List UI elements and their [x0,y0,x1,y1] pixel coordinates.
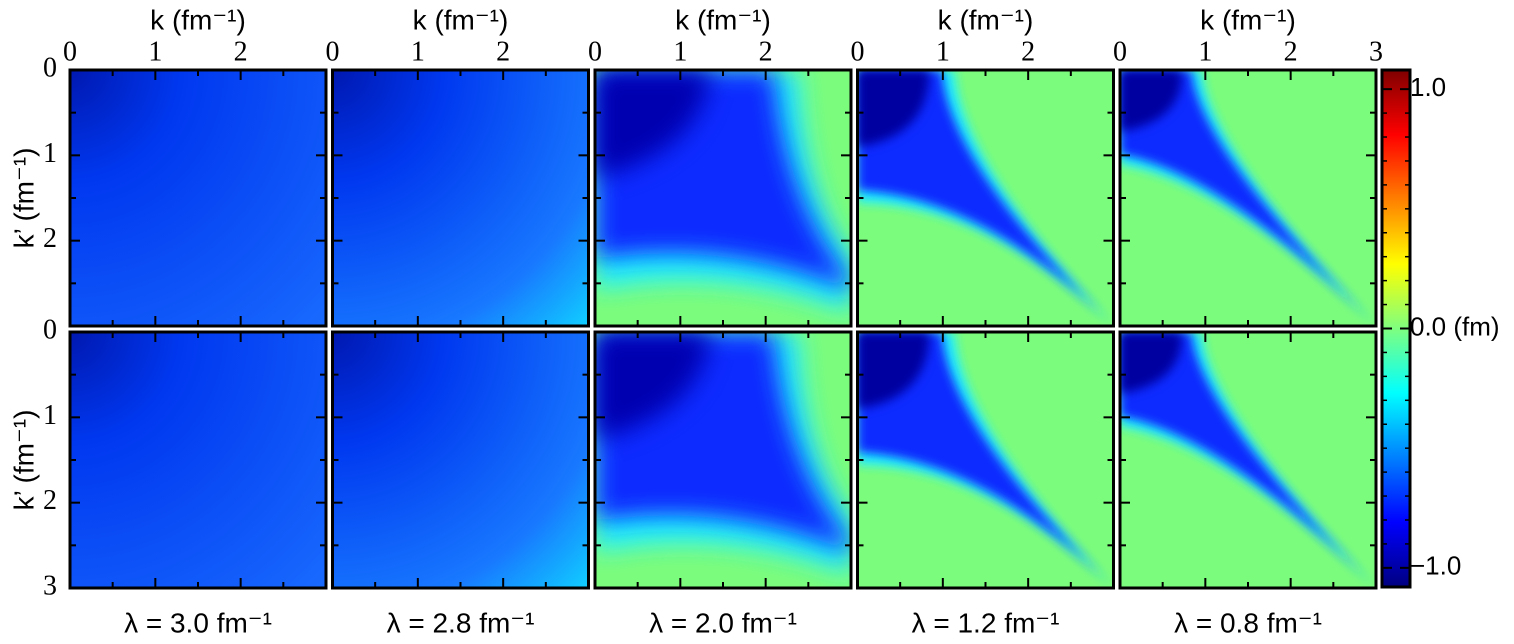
x-tick-label: 1 [411,36,425,67]
axes [1118,330,1378,590]
y-tick-label: 1 [43,138,57,169]
heatmap-region [1120,332,1376,588]
x-tick-label: 0 [63,36,77,67]
y-tick-label: 0 [43,314,57,345]
x-axis-label: k (fm⁻¹) [938,4,1034,35]
x-axis-label: k (fm⁻¹) [150,4,246,35]
x-tick-label: 2 [496,36,510,67]
heatmap-panel [70,70,326,326]
y-axis-label: k’ (fm⁻¹) [8,410,39,511]
heatmap-region [857,70,930,147]
axes [593,68,853,328]
x-tick-label: 3 [1369,36,1383,67]
x-axis-label: k (fm⁻¹) [413,4,509,35]
y-tick-label: 2 [43,485,57,516]
x-tick-label: 2 [759,36,773,67]
heatmap-panel [595,332,851,588]
x-tick-label: 1 [673,36,687,67]
x-tick-label: 0 [588,36,602,67]
axes [856,68,1115,328]
heatmap-region [1120,70,1376,326]
axes [68,330,328,590]
x-tick-label: 1 [148,36,162,67]
heatmap-field [70,332,326,588]
heatmap-panel [857,332,1114,588]
colorbar-tick-label: −1.0 [1410,551,1461,581]
axes [593,330,853,590]
y-tick-label: 3 [43,570,57,601]
x-tick-label: 2 [234,36,248,67]
heatmap-panel [857,70,1114,326]
panel-label: λ = 2.8 fm⁻¹ [387,607,535,638]
heatmap-panel [332,70,589,326]
panel-label: λ = 1.2 fm⁻¹ [912,607,1060,638]
heatmap-region [595,332,711,440]
x-tick-label: 0 [326,36,340,67]
heatmap-region [595,70,711,178]
y-tick-label: 1 [43,400,57,431]
heatmap-field [332,70,589,326]
heatmap-region [857,70,1114,326]
heatmap-region [857,332,930,409]
heatmap-panel [1120,332,1376,588]
axes [856,330,1115,590]
x-tick-label: 2 [1021,36,1035,67]
y-tick-label: 2 [43,223,57,254]
panel-label: λ = 2.0 fm⁻¹ [649,607,797,638]
heatmap-region [857,332,1114,588]
x-tick-label: 2 [1284,36,1298,67]
heatmap-panel [332,332,589,588]
heatmap-region [1120,70,1182,132]
heatmap-field [70,70,326,326]
heatmap-panel [70,332,326,588]
heatmap-field [332,332,589,588]
x-tick-label: 0 [1113,36,1127,67]
axes [68,68,328,328]
colorbar-tick-label: 1.0 [1410,72,1446,102]
x-tick-label: 0 [851,36,865,67]
y-axis-label: k’ (fm⁻¹) [8,148,39,249]
x-tick-label: 1 [1198,36,1212,67]
y-tick-label: 0 [43,52,57,83]
x-axis-label: k (fm⁻¹) [1200,4,1296,35]
axes [331,68,590,328]
heatmap-panel [595,70,851,326]
heatmap-panel [1120,70,1376,326]
axes [331,330,590,590]
x-axis-label: k (fm⁻¹) [675,4,771,35]
panel-label: λ = 3.0 fm⁻¹ [124,607,272,638]
axes [1118,68,1378,328]
colorbar-tick-label: 0.0 (fm) [1410,311,1500,341]
panel-label: λ = 0.8 fm⁻¹ [1174,607,1322,638]
x-tick-label: 1 [936,36,950,67]
heatmap-region [1120,332,1182,394]
